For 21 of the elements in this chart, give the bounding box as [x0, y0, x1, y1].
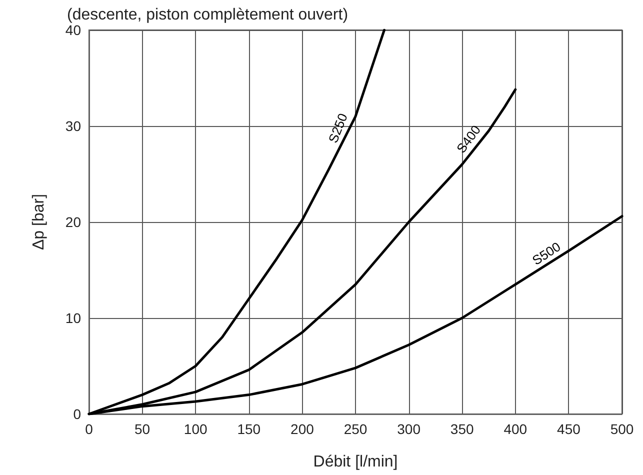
- y-tick-label: 20: [65, 214, 82, 230]
- x-tick-label: 250: [344, 421, 368, 437]
- chart-title: (descente, piston complètement ouvert): [67, 6, 348, 24]
- y-tick-label: 30: [65, 118, 82, 134]
- text: S250: [325, 111, 350, 145]
- text: S500: [530, 239, 564, 268]
- x-tick-label: 400: [504, 421, 528, 437]
- x-tick-label: 200: [290, 421, 314, 437]
- x-tick-label: 100: [184, 421, 208, 437]
- y-tick-label: 40: [65, 22, 82, 38]
- x-tick-label: 0: [85, 421, 94, 437]
- y-tick-label: 10: [65, 310, 82, 326]
- x-tick-label: 300: [397, 421, 421, 437]
- x-tick-label: 500: [610, 421, 634, 437]
- x-tick-label: 450: [557, 421, 581, 437]
- x-tick-label: 50: [134, 421, 150, 437]
- x-tick-label: 350: [450, 421, 474, 437]
- y-axis-title: Δp [bar]: [30, 194, 48, 250]
- x-tick-label: 150: [237, 421, 261, 437]
- x-axis-title: Débit [l/min]: [313, 454, 398, 470]
- y-tick-label: 0: [73, 406, 82, 422]
